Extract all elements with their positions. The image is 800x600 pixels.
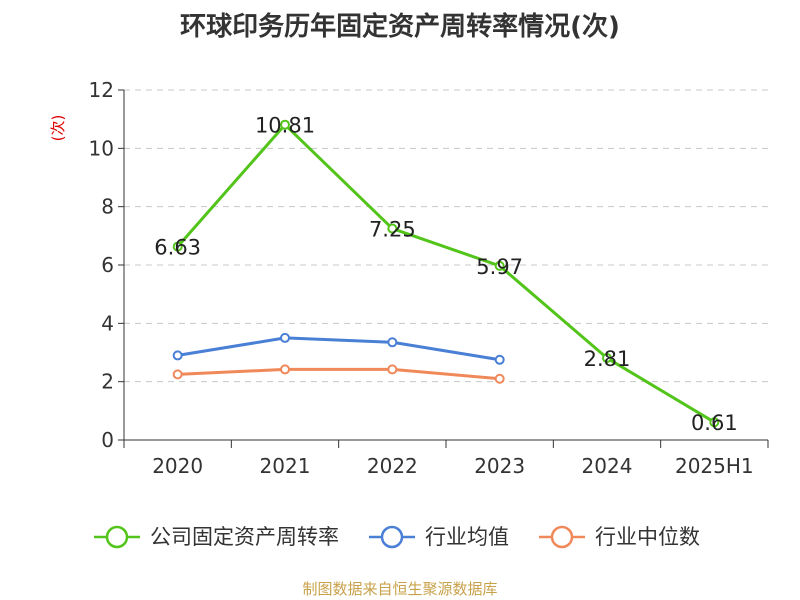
- data-label: 10.81: [255, 114, 315, 138]
- legend-item[interactable]: 行业均值: [369, 525, 509, 549]
- series-line: [176, 123, 716, 424]
- legend-label: 公司固定资产周转率: [150, 525, 339, 549]
- data-labels: 6.63 10.81 7.25 5.97 2.81 0.61: [154, 114, 737, 436]
- legend-item[interactable]: 公司固定资产周转率: [94, 525, 339, 549]
- legend-label: 行业中位数: [595, 525, 700, 549]
- data-label: 6.63: [154, 236, 201, 260]
- data-point: [280, 119, 290, 130]
- data-label: 0.61: [691, 411, 738, 435]
- axes: 0 2 4 6 8 10 12 (次) 2020 2021 2022 2023 2024 2025H1: [49, 78, 769, 478]
- data-point: [172, 241, 183, 252]
- x-tick-label: 2025H1: [675, 454, 754, 478]
- series-line: [177, 336, 500, 362]
- data-point: [387, 223, 398, 234]
- data-point: [280, 364, 290, 375]
- data-label: 7.25: [369, 218, 416, 242]
- chart-title: 环球印务历年固定资产周转率情况(次): [180, 12, 620, 42]
- data-point: [172, 350, 183, 361]
- data-point: [494, 354, 505, 365]
- data-label: 5.97: [476, 255, 523, 279]
- x-tick-label: 2024: [582, 454, 633, 478]
- grid-lines: [124, 89, 768, 383]
- legend-label: 行业均值: [425, 525, 509, 549]
- legend: 公司固定资产周转率 行业均值 行业中位数: [94, 525, 700, 549]
- legend-marker: [105, 525, 129, 549]
- legend-marker: [380, 525, 404, 549]
- data-point: [387, 364, 398, 375]
- data-point: [602, 353, 612, 364]
- x-tick-label: 2021: [260, 454, 311, 478]
- series-line: [177, 367, 500, 381]
- y-tick-label: 10: [89, 136, 114, 160]
- data-point: [494, 373, 505, 384]
- y-tick-label: 6: [101, 253, 114, 277]
- source-footer: 制图数据来自恒生聚源数据库: [302, 580, 498, 598]
- y-axis-label: (次): [49, 115, 67, 142]
- x-tick-label: 2023: [474, 454, 525, 478]
- y-tick-label: 0: [101, 428, 114, 452]
- data-point: [494, 260, 505, 271]
- data-point: [387, 337, 398, 348]
- x-tick-label: 2020: [152, 454, 203, 478]
- y-tick-label: 8: [101, 195, 114, 219]
- y-tick-label: 2: [101, 370, 114, 394]
- legend-item[interactable]: 行业中位数: [539, 525, 700, 549]
- data-point: [280, 332, 290, 343]
- data-point: [172, 369, 183, 380]
- y-tick-label: 4: [101, 311, 114, 335]
- series-group: [172, 119, 720, 428]
- data-label: 2.81: [584, 347, 631, 371]
- y-tick-label: 12: [89, 78, 114, 102]
- legend-marker: [550, 525, 574, 549]
- x-tick-label: 2022: [367, 454, 418, 478]
- data-point: [709, 417, 720, 428]
